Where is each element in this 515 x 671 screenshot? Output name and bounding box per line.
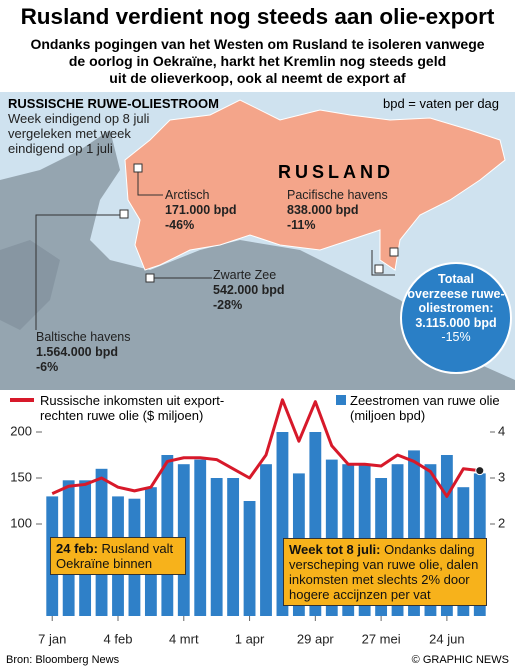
map-description: Week eindigend op 8 juli vergeleken met …	[8, 111, 149, 156]
total-change: -15%	[441, 330, 471, 344]
port-marker	[133, 163, 143, 173]
x-tick-label: 27 mei	[362, 631, 401, 646]
port-marker	[374, 264, 384, 274]
region-label: Zwarte Zee 542.000 bpd -28%	[213, 268, 285, 313]
region-label: Arctisch 171.000 bpd -46%	[165, 188, 237, 233]
map-panel-title: RUSSISCHE RUWE-OLIESTROOM	[8, 96, 219, 111]
bar	[276, 432, 289, 616]
region-change: -46%	[165, 218, 195, 232]
x-tick-label: 4 mrt	[169, 631, 199, 646]
y-tick-label: 100	[10, 515, 32, 530]
y2-tick-label: 3	[498, 469, 505, 484]
leader-line	[35, 214, 125, 330]
region-change: -11%	[287, 218, 316, 232]
region-label: Baltische havens 1.564.000 bpd -6%	[36, 330, 131, 375]
land	[0, 240, 60, 330]
x-tick-label: 1 apr	[235, 631, 265, 646]
total-text: overzeese ruwe-	[407, 286, 505, 301]
y2-tick-label: 2	[498, 515, 505, 530]
region-change: -6%	[36, 360, 59, 374]
description-line: Week eindigend op 8 juli	[8, 111, 150, 126]
region-label: Pacifische havens 838.000 bpd -11%	[287, 188, 388, 233]
port-marker	[389, 247, 399, 257]
description-line: vergeleken met week	[8, 126, 131, 141]
annotation-text: Rusland valt Oekraïne binnen	[56, 541, 174, 571]
total-text: Totaal	[438, 272, 474, 286]
y-tick-label: 200	[10, 423, 32, 438]
bar	[243, 501, 256, 616]
title: Rusland verdient nog steeds aan olie-exp…	[20, 4, 495, 29]
x-tick-label: 4 feb	[104, 631, 133, 646]
y-tick-label: 150	[10, 469, 32, 484]
total-flow: 3.115.000 bpd	[415, 315, 497, 330]
description-line: eindigend op 1 juli	[8, 141, 113, 156]
line	[51, 398, 480, 498]
x-tick-label: 24 jun	[429, 631, 464, 646]
annotation-bold: 24 feb:	[56, 541, 98, 556]
land	[0, 130, 515, 390]
region-name: Zwarte Zee	[213, 268, 277, 282]
bar	[227, 478, 240, 616]
region-change: -28%	[213, 298, 243, 312]
bar	[260, 464, 272, 616]
bar	[161, 455, 174, 616]
region-flow: 171.000 bpd	[165, 203, 237, 217]
legend-swatch-bar	[336, 395, 346, 405]
credit: © GRAPHIC NEWS	[411, 654, 509, 666]
bar	[194, 459, 207, 616]
subtitle-line: uit de olieverkoop, ook al neemt de expo…	[109, 70, 406, 86]
legend-entry: Russische inkomsten uit export-rechten r…	[40, 393, 225, 423]
region-flow: 838.000 bpd	[287, 203, 359, 217]
leader-line	[371, 250, 395, 276]
subtitle-line: de oorlog in Oekraïne, harkt het Kremlin…	[68, 53, 447, 69]
total-label: Totaal overzeese ruwe- oliestromen: 3.11…	[401, 272, 511, 345]
y2-tick-label: 4	[498, 423, 505, 438]
total-text: oliestromen:	[418, 301, 494, 315]
subtitle-line: Ondanks pogingen van het Westen om Rusla…	[30, 36, 485, 52]
end-point	[475, 466, 485, 476]
region-name: Arctisch	[165, 188, 210, 202]
x-tick-label: 29 apr	[297, 631, 335, 646]
bar	[325, 459, 338, 616]
region-flow: 542.000 bpd	[213, 283, 285, 297]
bar	[210, 478, 223, 616]
region-name: Baltische havens	[36, 330, 131, 344]
source: Bron: Bloomberg News	[6, 654, 120, 666]
total-circle	[400, 262, 512, 374]
russia	[124, 99, 506, 271]
annotation: 24 feb: Rusland valt Oekraïne binnen	[50, 537, 186, 575]
unit-note: bpd = vaten per dag	[383, 96, 500, 111]
bar	[408, 450, 420, 616]
bar	[440, 455, 453, 616]
annotation-bold: Week tot 8 juli:	[289, 542, 381, 557]
subtitle: Ondanks pogingen van het Westen om Rusla…	[0, 36, 515, 87]
region-flow: 1.564.000 bpd	[36, 345, 118, 359]
region-name: Pacifische havens	[287, 188, 388, 202]
annotation: Week tot 8 juli: Ondanks daling verschep…	[283, 538, 487, 606]
annotation-text: Ondanks daling verscheping van ruwe olie…	[289, 542, 479, 602]
country-label: RUSLAND	[278, 162, 394, 182]
leader-line	[137, 167, 163, 196]
port-marker	[145, 273, 155, 283]
legend-entry: Zeestromen van ruwe olie (miljoen bpd)	[350, 393, 500, 423]
port-marker	[119, 209, 129, 219]
bar	[309, 432, 322, 616]
x-tick-label: 7 jan	[38, 631, 66, 646]
